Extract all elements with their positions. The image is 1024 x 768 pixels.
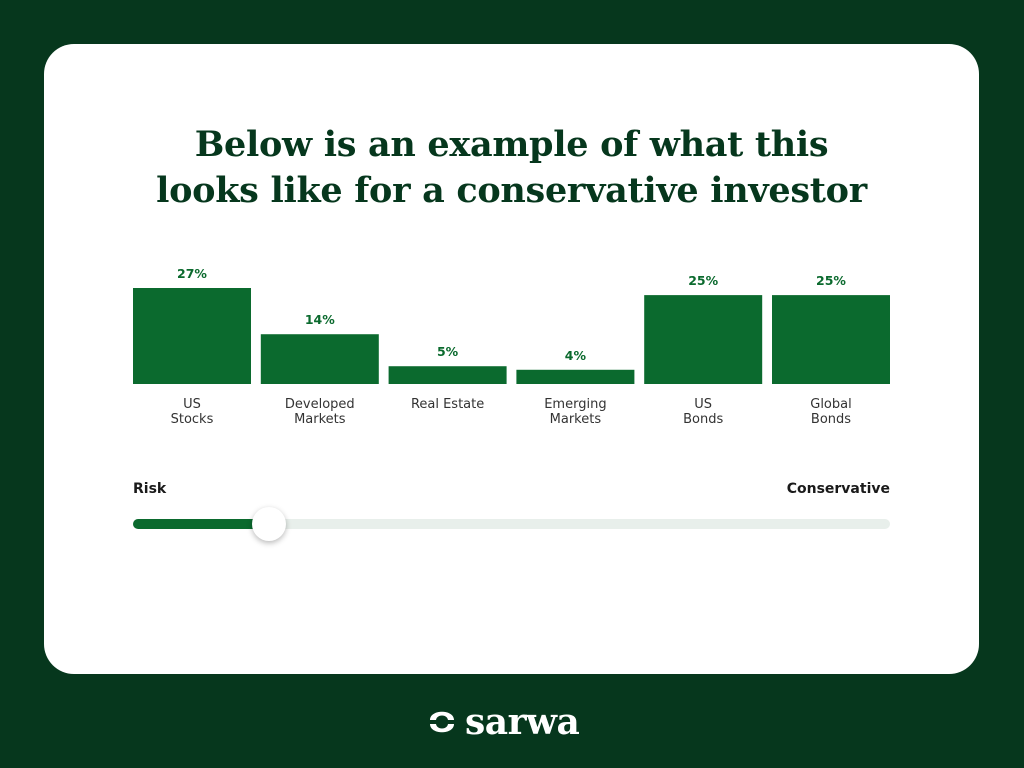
page-title: Below is an example of what this looks l… (44, 122, 979, 214)
bar-3 (516, 369, 635, 384)
category-label-5-1: Bonds (811, 412, 851, 427)
bar-0 (133, 288, 251, 384)
data-label-4: 25% (688, 273, 718, 288)
risk-slider-track[interactable] (133, 507, 890, 541)
risk-slider-fill (133, 519, 270, 529)
risk-slider-thumb[interactable] (252, 507, 287, 541)
category-label-1-0: Developed (285, 397, 355, 412)
bar-1 (260, 334, 379, 384)
category-label-0-1: Stocks (171, 412, 214, 427)
bar-5 (772, 295, 890, 384)
sarwa-logo-icon (430, 711, 454, 733)
data-label-3: 4% (565, 348, 587, 363)
conservative-label: Conservative (786, 481, 890, 497)
sarwa-logo: sarwa (422, 697, 580, 747)
data-label-5: 25% (816, 273, 846, 288)
category-label-5-0: Global (810, 397, 851, 412)
category-label-0-0: US (183, 397, 201, 412)
category-label-1-1: Markets (294, 412, 346, 427)
category-label-3-1: Markets (550, 412, 602, 427)
brand-name: sarwa (465, 701, 580, 743)
bar-4 (644, 295, 763, 384)
data-label-1: 14% (305, 312, 335, 327)
bar-2 (388, 366, 507, 384)
category-label-2-0: Real Estate (411, 397, 484, 412)
data-label-0: 27% (177, 266, 207, 281)
risk-label: Risk (133, 481, 167, 497)
category-label-3-0: Emerging (544, 397, 606, 412)
data-label-2: 5% (437, 344, 459, 359)
title-line-1: Below is an example of what this (194, 124, 829, 165)
title-line-2: looks like for a conservative investor (156, 170, 867, 211)
category-label-4-0: US (694, 397, 712, 412)
category-label-4-1: Bonds (683, 412, 723, 427)
